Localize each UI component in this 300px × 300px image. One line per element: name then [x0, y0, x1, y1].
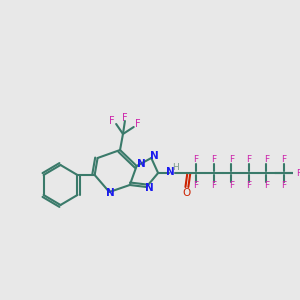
- Text: F: F: [194, 155, 199, 164]
- Text: F: F: [264, 182, 269, 190]
- Text: N: N: [137, 159, 146, 169]
- Text: F: F: [110, 116, 115, 126]
- Text: F: F: [194, 182, 199, 190]
- Text: F: F: [211, 182, 216, 190]
- Text: H: H: [172, 164, 179, 172]
- Text: F: F: [246, 182, 251, 190]
- Text: F: F: [135, 119, 140, 129]
- Text: F: F: [246, 155, 251, 164]
- Text: N: N: [150, 151, 159, 161]
- Text: F: F: [229, 155, 234, 164]
- Text: F: F: [229, 182, 234, 190]
- Text: F: F: [281, 182, 286, 190]
- Text: N: N: [145, 183, 154, 193]
- Text: O: O: [182, 188, 190, 198]
- Text: F: F: [264, 155, 269, 164]
- Text: F: F: [296, 169, 300, 178]
- Text: F: F: [211, 155, 216, 164]
- Text: F: F: [281, 155, 286, 164]
- Text: F: F: [122, 113, 128, 123]
- Text: N: N: [167, 167, 175, 177]
- Text: N: N: [106, 188, 115, 198]
